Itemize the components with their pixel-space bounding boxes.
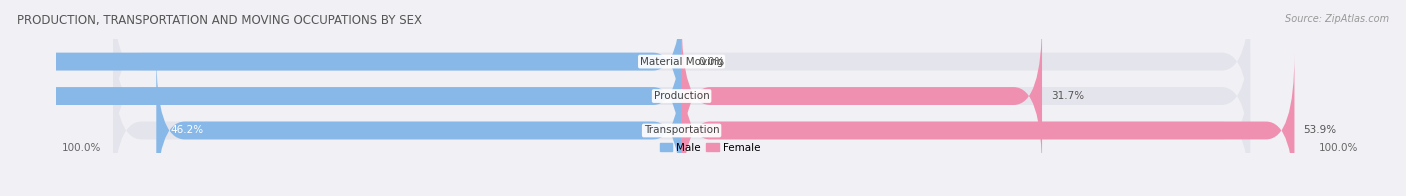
- FancyBboxPatch shape: [682, 19, 1042, 173]
- Text: 31.7%: 31.7%: [1052, 91, 1084, 101]
- Text: Material Moving: Material Moving: [640, 57, 723, 67]
- FancyBboxPatch shape: [0, 0, 682, 139]
- FancyBboxPatch shape: [0, 19, 682, 173]
- FancyBboxPatch shape: [112, 53, 1250, 196]
- FancyBboxPatch shape: [682, 53, 1295, 196]
- FancyBboxPatch shape: [112, 0, 1250, 139]
- Text: Source: ZipAtlas.com: Source: ZipAtlas.com: [1285, 14, 1389, 24]
- Text: PRODUCTION, TRANSPORTATION AND MOVING OCCUPATIONS BY SEX: PRODUCTION, TRANSPORTATION AND MOVING OC…: [17, 14, 422, 27]
- Text: Production: Production: [654, 91, 710, 101]
- Text: 0.0%: 0.0%: [699, 57, 725, 67]
- FancyBboxPatch shape: [156, 53, 682, 196]
- Text: 53.9%: 53.9%: [1303, 125, 1337, 135]
- Text: 100.0%: 100.0%: [62, 143, 101, 153]
- Text: Transportation: Transportation: [644, 125, 720, 135]
- Text: 46.2%: 46.2%: [170, 125, 202, 135]
- FancyBboxPatch shape: [112, 19, 1250, 173]
- Text: 100.0%: 100.0%: [1319, 143, 1358, 153]
- Legend: Male, Female: Male, Female: [655, 138, 765, 157]
